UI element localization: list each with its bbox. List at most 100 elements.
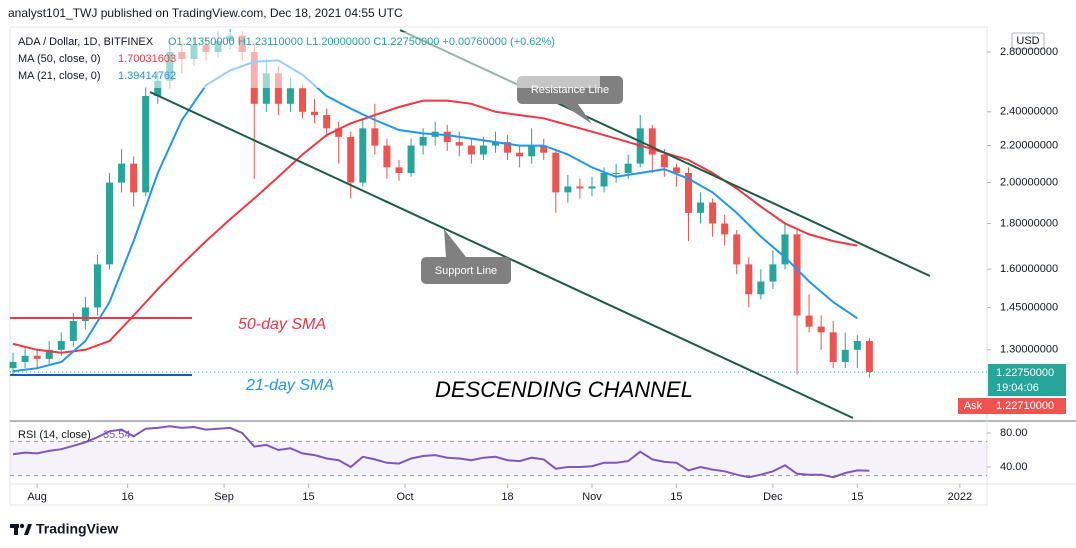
candle-body [841, 349, 849, 362]
x-tick-label: 15 [670, 491, 682, 503]
candle-body [298, 88, 306, 112]
header: analyst101_TWJ published on TradingView.… [8, 6, 403, 20]
logo-part [19, 523, 25, 529]
candle-body [733, 234, 741, 265]
x-tick-label: 2022 [948, 491, 972, 503]
ask-box [988, 398, 1066, 414]
y-tick-label: 1.45000000 [1000, 301, 1058, 313]
candle-body [624, 163, 632, 174]
y-tick-label: 40.00 [1000, 461, 1028, 473]
candle-body [419, 136, 427, 146]
annotation: DESCENDING CHANNEL [435, 377, 693, 402]
candle-body [407, 145, 415, 174]
candle-body [9, 361, 17, 369]
countdown: 19:04:06 [996, 382, 1039, 394]
candle-body [528, 145, 536, 157]
callout-text: Support Line [435, 265, 497, 277]
brand: TradingView [36, 521, 118, 537]
candle-body [745, 264, 753, 295]
candle-body [33, 355, 41, 359]
candle-body [383, 145, 391, 168]
candle-body [81, 307, 89, 322]
candle-body [45, 349, 53, 359]
candle-body [504, 142, 512, 153]
annotation: 50-day SMA [238, 316, 326, 333]
y-tick-label: 2.80000000 [1000, 46, 1058, 58]
candle-body [21, 355, 29, 362]
brand-logo [10, 523, 32, 535]
legend-rsi-value: 35.54 [103, 429, 131, 441]
candle-body [648, 128, 656, 155]
plot [9, 29, 987, 479]
candle-body [588, 186, 596, 189]
y-tick-label: 1.60000000 [1000, 263, 1058, 275]
candle-body [347, 136, 355, 183]
candle-body [142, 95, 150, 193]
series-line [12, 99, 858, 354]
support-trendline [149, 91, 854, 419]
legend-symbol: ADA / Dollar, 1D, BITFINEX [18, 36, 154, 48]
x-tick-label: Nov [582, 491, 602, 503]
last-price-box [988, 364, 1066, 396]
candle-body [455, 142, 463, 146]
candle-body [684, 173, 692, 213]
legend-ma-value: 1.70031603 [118, 53, 176, 65]
currency-box [1011, 32, 1045, 50]
candle-body [154, 80, 162, 96]
y-tick-label: 2.40000000 [1000, 106, 1058, 118]
x-tick-label: 18 [501, 491, 513, 503]
candle-body [323, 115, 331, 129]
series-line [12, 59, 858, 373]
legend-ohlc: O1.21350000 H1.23110000 L1.20000000 C1.2… [168, 36, 555, 48]
candle-body [479, 145, 487, 155]
logo-part [24, 524, 32, 535]
legend-ma: MA (21, close, 0) [18, 70, 101, 82]
candle-body [106, 182, 114, 265]
candle-body [118, 163, 126, 183]
logo-part [14, 524, 18, 535]
x-tick-label: Oct [396, 491, 413, 503]
x-tick-label: Aug [27, 491, 47, 503]
candle-body [57, 340, 65, 350]
candle-body [564, 186, 572, 193]
candle-body [540, 145, 548, 153]
candle-body [612, 173, 620, 175]
ask-name: Ask [964, 400, 983, 412]
annotation: 21-day SMA [245, 377, 334, 394]
candle-body [757, 281, 765, 295]
candle-body [69, 321, 77, 341]
x-tick-label: 15 [851, 491, 863, 503]
y-tick-label: 2.00000000 [1000, 176, 1058, 188]
candle-body [697, 202, 705, 213]
candle-body [552, 152, 560, 193]
candle-body [443, 131, 451, 143]
x-tick-label: 16 [121, 491, 133, 503]
candle-body [709, 202, 717, 224]
candle-body [93, 264, 101, 308]
x-tick-label: 15 [302, 491, 314, 503]
legend-backdrop [12, 32, 600, 88]
candle-body [467, 145, 475, 155]
x-tick-label: Dec [763, 491, 783, 503]
candle-body [600, 173, 608, 187]
candle-body [371, 128, 379, 146]
candle-body [660, 154, 668, 168]
candle-body [793, 234, 801, 316]
legend-ma: MA (50, close, 0) [18, 53, 101, 65]
candle-body [359, 128, 367, 183]
candle-body [395, 167, 403, 174]
candle-body [130, 163, 138, 193]
candle-body [805, 315, 813, 327]
candle-body [853, 340, 861, 350]
candle-body [516, 152, 524, 157]
currency: USD [1016, 35, 1039, 47]
y-tick-label: 80.00 [1000, 427, 1028, 439]
y-tick-label: 2.20000000 [1000, 139, 1058, 151]
legend-ma-value: 1.39414762 [118, 70, 176, 82]
x-tick-label: Sep [214, 491, 234, 503]
last-price: 1.22750000 [996, 367, 1054, 379]
candle-body [491, 142, 499, 146]
ask-tag [958, 398, 988, 414]
candle-body [817, 326, 825, 333]
